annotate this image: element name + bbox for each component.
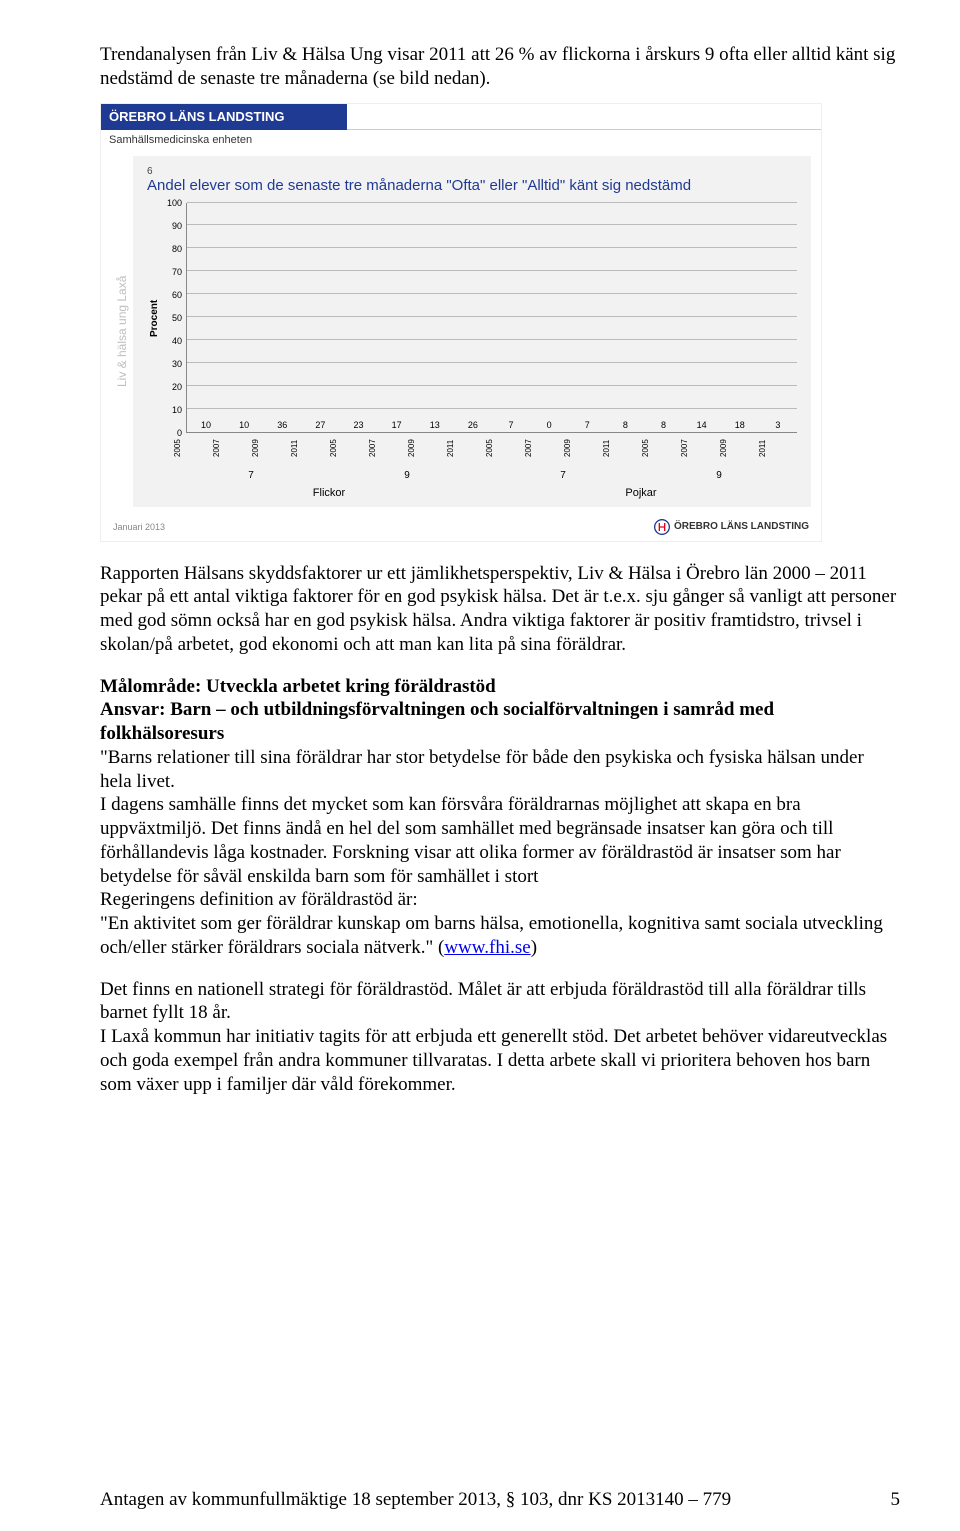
slide-footer: Januari 2013 ÖREBRO LÄNS LANDSTING (101, 513, 821, 541)
chart-bar-value: 0 (533, 420, 565, 430)
chart-area: Procent 1009080706050403020100 10 10 36 27 2… (147, 203, 797, 433)
chart-grade-label: 9 (641, 470, 797, 481)
x-tick-year: 2005 (485, 433, 524, 466)
x-tick-year: 2007 (680, 433, 719, 466)
x-tick-year: 2005 (329, 433, 368, 466)
chart-block: 6 Andel elever som de senaste tre månade… (133, 156, 811, 507)
chart-bar-value: 10 (228, 420, 260, 430)
chart-category-label: Flickor (173, 487, 485, 499)
x-tick-year: 2011 (446, 433, 485, 466)
chart-title: Andel elever som de senaste tre månadern… (147, 177, 797, 195)
paragraph-5-post: ) (531, 937, 537, 958)
x-tick-year: 2009 (563, 433, 602, 466)
body-copy: Rapporten Hälsans skyddsfaktorer ur ett … (100, 562, 900, 1097)
paragraph-6: Det finns en nationell strategi för förä… (100, 979, 866, 1024)
chart-bar-value: 13 (419, 420, 451, 430)
chart-bar-value: 10 (190, 420, 222, 430)
x-tick-year: 2011 (758, 433, 797, 466)
chart-slide: ÖREBRO LÄNS LANDSTING Samhällsmedicinska… (100, 103, 822, 542)
paragraph-3: I dagens samhälle finns det mycket som k… (100, 794, 841, 886)
slide-header-bar: ÖREBRO LÄNS LANDSTING (101, 104, 347, 130)
paragraph-4: Regeringens definition av föräldrastöd ä… (100, 889, 418, 910)
x-tick-year: 2005 (641, 433, 680, 466)
gridline (187, 224, 797, 225)
x-tick-year: 2009 (719, 433, 758, 466)
landsting-logo-icon (654, 519, 670, 535)
chart-bar-value: 26 (457, 420, 489, 430)
chart-pretitle: 6 (147, 166, 797, 177)
x-tick-year: 2007 (212, 433, 251, 466)
gridline (187, 293, 797, 294)
subheading-target-area: Målområde: Utveckla arbetet kring föräld… (100, 676, 496, 697)
gridline (187, 270, 797, 271)
chart-grade-label: 7 (173, 470, 329, 481)
chart-grade-label: 7 (485, 470, 641, 481)
slide-subheader: Samhällsmedicinska enheten (101, 130, 821, 156)
x-axis: 2005200720092011200520072009201120052007… (173, 433, 797, 466)
chart-bar-value: 7 (495, 420, 527, 430)
slide-side-note: Liv & hälsa ung Laxå (111, 156, 133, 507)
gridline (187, 202, 797, 203)
slide-footer-logo: ÖREBRO LÄNS LANDSTING (654, 519, 809, 535)
x-tick-year: 2011 (602, 433, 641, 466)
x-tick-year: 2009 (407, 433, 446, 466)
gridline (187, 385, 797, 386)
gridline (187, 362, 797, 363)
subheading-responsibility: Ansvar: Barn – och utbildningsförvaltnin… (100, 699, 774, 744)
chart-grade-label: 9 (329, 470, 485, 481)
chart-bar-value: 27 (304, 420, 336, 430)
x-tick-year: 2007 (524, 433, 563, 466)
link-fhi[interactable]: www.fhi.se (444, 937, 530, 958)
intro-paragraph: Trendanalysen från Liv & Hälsa Ung visar… (100, 43, 900, 91)
chart-bar-value: 7 (571, 420, 603, 430)
slide-header-spacer (347, 104, 821, 130)
chart-bar-value: 18 (724, 420, 756, 430)
page-footer-text: Antagen av kommunfullmäktige 18 septembe… (100, 1489, 731, 1511)
chart-bar-value: 14 (686, 420, 718, 430)
chart-bar-value: 3 (762, 420, 794, 430)
paragraph-quote-1: "Barns relationer till sina föräldrar ha… (100, 747, 864, 792)
x-tick-year: 2009 (251, 433, 290, 466)
paragraph-7: I Laxå kommun har initiativ tagits för a… (100, 1026, 887, 1095)
slide-footer-logo-text: ÖREBRO LÄNS LANDSTING (674, 521, 809, 532)
gridline (187, 316, 797, 317)
y-axis-label: Procent (147, 203, 160, 433)
chart-bar-value: 23 (343, 420, 375, 430)
page-number: 5 (891, 1489, 901, 1511)
x-tick-year: 2011 (290, 433, 329, 466)
chart-grade-row: 7979 (173, 470, 797, 481)
chart-category-label: Pojkar (485, 487, 797, 499)
chart-bars: 10103627231713267078814183 (187, 203, 797, 432)
chart-bar-value: 36 (266, 420, 298, 430)
x-tick-year: 2007 (368, 433, 407, 466)
chart-bar-value: 8 (648, 420, 680, 430)
gridline (187, 247, 797, 248)
gridline (187, 408, 797, 409)
y-axis: 1009080706050403020100 (160, 203, 186, 433)
chart-bar-value: 17 (381, 420, 413, 430)
slide-footer-date: Januari 2013 (113, 522, 165, 532)
chart-category-row: FlickorPojkar (173, 487, 797, 499)
paragraph-1: Rapporten Hälsans skyddsfaktorer ur ett … (100, 562, 900, 657)
x-tick-year: 2005 (173, 433, 212, 466)
chart-bar-value: 8 (609, 420, 641, 430)
gridline (187, 339, 797, 340)
chart-plot: 10103627231713267078814183 (186, 203, 797, 433)
page-footer: Antagen av kommunfullmäktige 18 septembe… (100, 1489, 900, 1511)
